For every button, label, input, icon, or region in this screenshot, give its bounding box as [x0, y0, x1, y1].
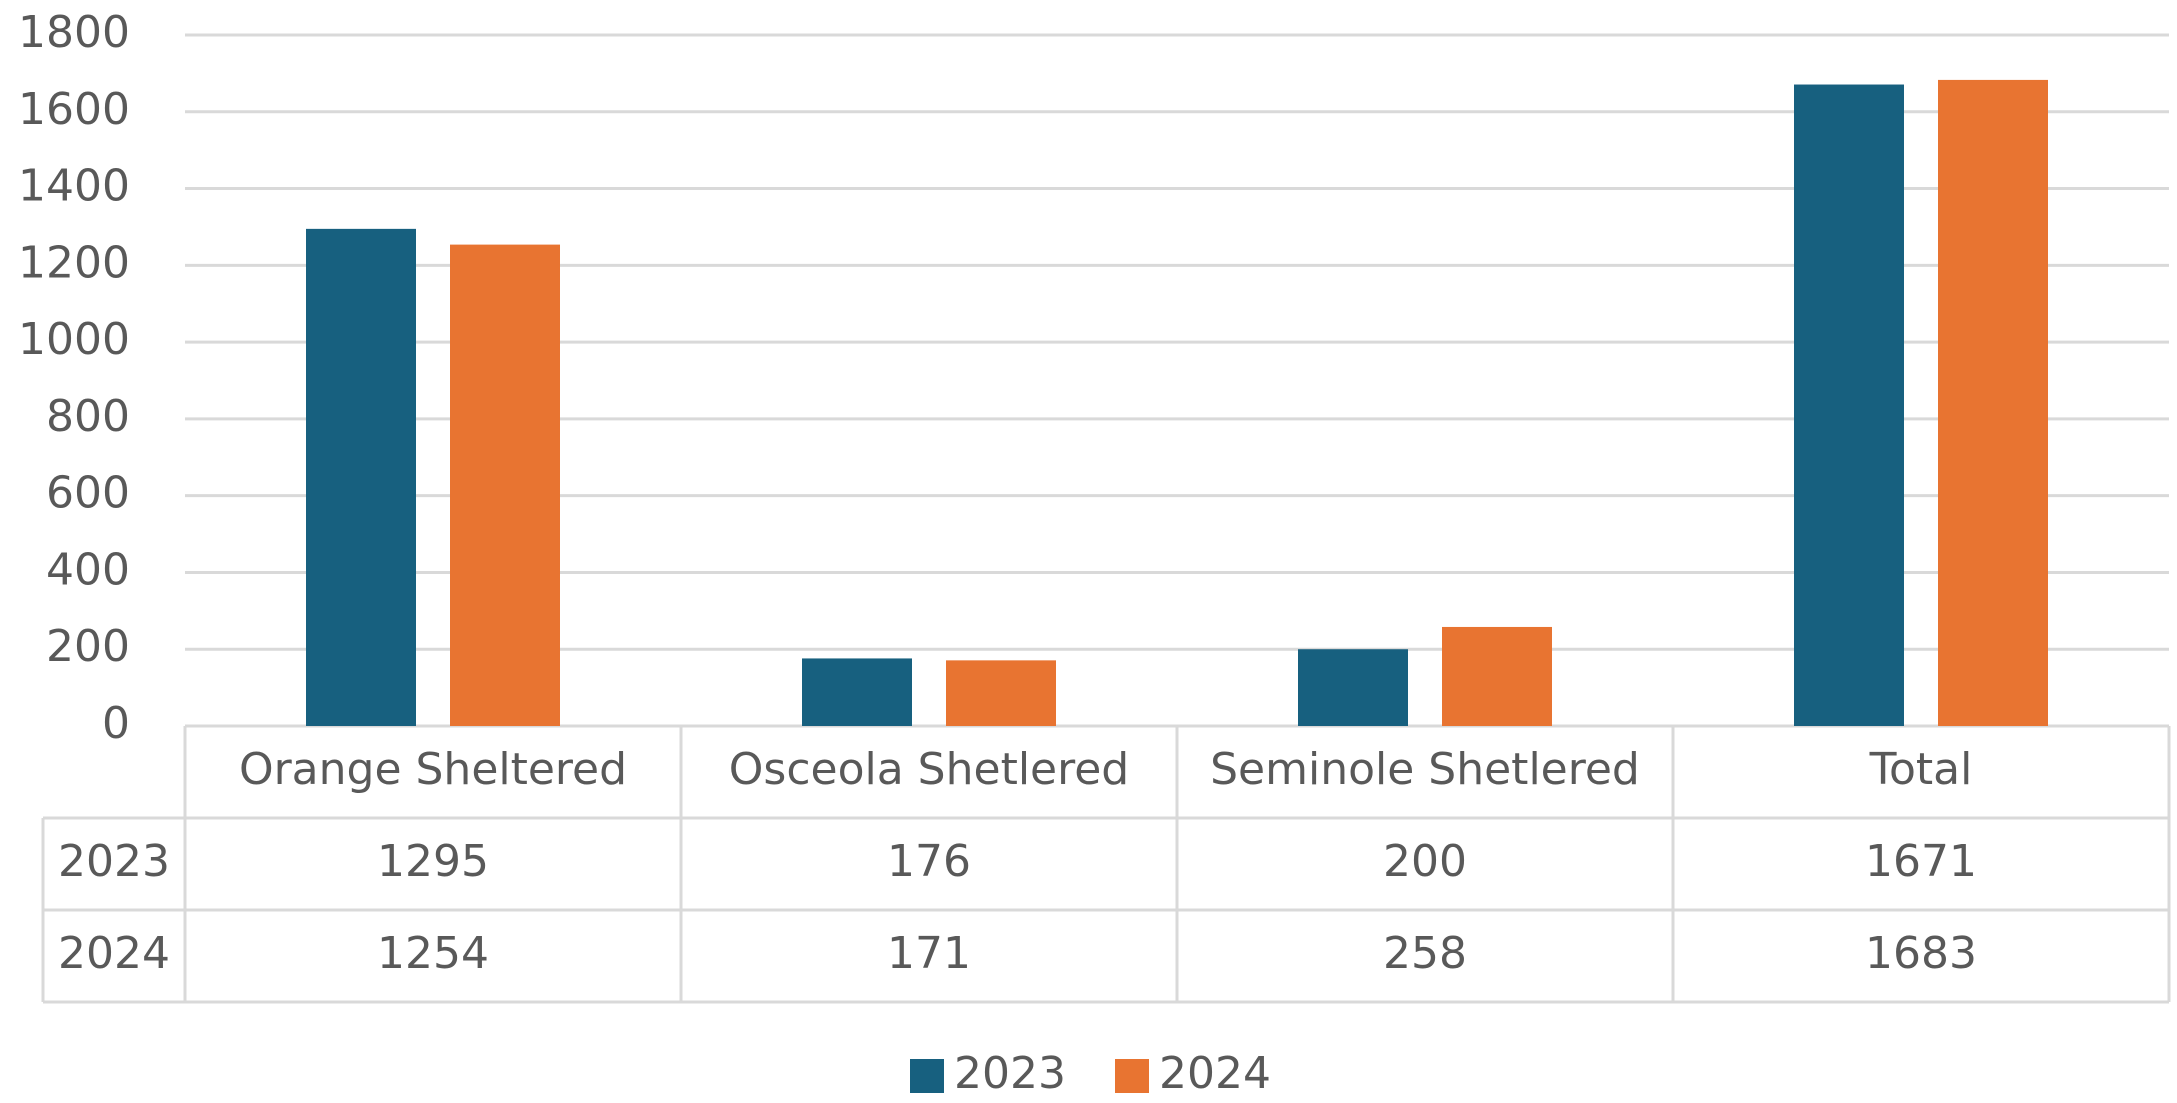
y-tick-label: 1400 [18, 161, 130, 212]
table-row-header: 2023 [58, 836, 170, 887]
legend-label: 2024 [1159, 1048, 1271, 1099]
bar [306, 228, 416, 726]
y-tick-label: 0 [102, 698, 130, 749]
y-tick-label: 1200 [18, 237, 130, 288]
table-cell: 258 [1383, 928, 1467, 979]
table-cell: 1254 [377, 928, 489, 979]
table-cell: 1683 [1865, 928, 1977, 979]
table-cell: 176 [887, 836, 971, 887]
table-row-header: 2024 [58, 928, 170, 979]
y-tick-label: 400 [46, 544, 130, 595]
y-tick-label: 600 [46, 468, 130, 519]
table-cell: 200 [1383, 836, 1467, 887]
y-tick-label: 1800 [18, 7, 130, 58]
bar [1794, 84, 1904, 726]
bar [1442, 626, 1552, 726]
x-tick-label: Seminole Shetlered [1210, 744, 1640, 795]
legend-swatch [910, 1059, 944, 1093]
table-cell: 1671 [1865, 836, 1977, 887]
x-tick-label: Total [1869, 744, 1973, 795]
x-tick-label: Osceola Shetlered [729, 744, 1129, 795]
y-tick-label: 200 [46, 621, 130, 672]
bar [450, 244, 560, 726]
bar [1298, 649, 1408, 726]
x-tick-label: Orange Sheltered [239, 744, 627, 795]
table-cell: 171 [887, 928, 971, 979]
table-cell: 1295 [377, 836, 489, 887]
bar [802, 658, 912, 726]
legend-swatch [1115, 1059, 1149, 1093]
bar [946, 660, 1056, 726]
y-tick-label: 1000 [18, 314, 130, 365]
y-tick-label: 800 [46, 391, 130, 442]
y-tick-label: 1600 [18, 84, 130, 135]
legend-label: 2023 [954, 1048, 1066, 1099]
bar [1938, 79, 2048, 727]
